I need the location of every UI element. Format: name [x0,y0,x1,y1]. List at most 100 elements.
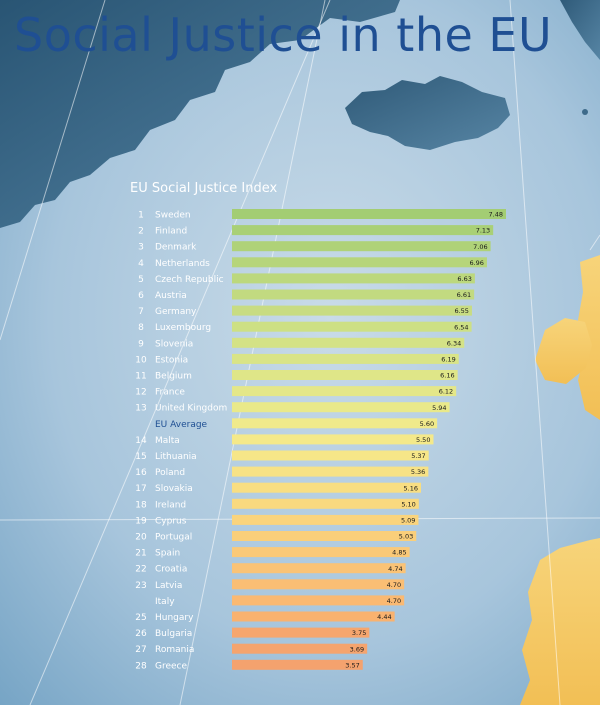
bar [232,595,405,606]
bar [232,466,429,477]
bar [232,257,487,268]
rank-label: 28 [135,661,147,671]
value-label: 3.57 [345,661,359,669]
bar [232,498,419,509]
bar [232,627,370,638]
value-label: 4.70 [387,581,401,589]
country-label: France [155,388,185,398]
chart-row: 3 Denmark 7.06 [138,241,491,253]
value-label: 6.63 [457,275,471,283]
rank-label: 23 [135,581,146,591]
rank-label: 12 [135,388,146,398]
country-label: Lithuania [155,452,197,462]
country-label: Ireland [155,500,186,510]
country-label: United Kingdom [155,404,227,414]
chart-row: 10 Estonia 6.19 [135,353,459,365]
chart-row: 17 Slovakia 5.16 [135,482,422,494]
value-label: 6.55 [454,307,468,315]
chart-row: 21 Spain 4.85 [135,547,410,559]
chart-row: 27 Romania 3.69 [135,643,368,655]
bar [232,370,458,380]
bar [232,514,419,525]
value-label: 6.19 [441,356,455,364]
chart-row: 4 Netherlands 6.96 [138,257,487,269]
chart-row: 16 Poland 5.36 [135,466,429,478]
value-label: 6.61 [457,291,471,299]
rank-label: 5 [138,275,144,285]
rank-label: 7 [138,307,144,317]
rank-label: 26 [135,629,147,639]
rank-label: 8 [138,323,144,333]
rank-label: 25 [135,613,146,623]
rank-label: 4 [138,259,144,269]
chart-row: 13 United Kingdom 5.94 [135,402,450,414]
country-label: Latvia [155,581,182,591]
bar [232,450,429,461]
rank-label: 13 [135,404,146,414]
bar [232,225,494,236]
country-label: Slovenia [155,339,193,349]
chart-row: 18 Ireland 5.10 [135,498,419,510]
value-label: 4.44 [377,613,391,621]
chart-row: 12 France 6.12 [135,386,457,398]
bar [232,353,459,364]
island [582,109,588,115]
country-label: Croatia [155,565,187,575]
bar [232,305,472,316]
scandinavia-landmass [560,0,600,60]
value-label: 4.70 [387,597,401,605]
chart-row: 28 Greece 3.57 [135,659,363,671]
bar [232,418,438,429]
bar [232,643,368,654]
bar [232,289,475,300]
rank-label: 22 [135,565,146,575]
country-label: Germany [155,307,197,317]
value-label: 6.54 [454,323,468,331]
rank-label: 9 [138,339,144,349]
rank-label: 17 [135,484,146,494]
chart-row: 6 Austria 6.61 [138,289,475,301]
chart-title: EU Social Justice Index [130,181,277,196]
rank-label: 10 [135,355,147,365]
bar [232,273,475,284]
bar [232,337,465,348]
bar [232,386,457,397]
country-label: Finland [155,227,187,237]
country-label: Estonia [155,355,188,365]
country-label: Romania [155,645,194,655]
chart-rows: 1 Sweden 7.48 2 Finland 7.13 3 Denmark 7.06 4 Neth… [135,209,506,671]
page-title: Social Justice in the EU [14,8,553,62]
value-label: 5.94 [432,404,446,412]
value-label: 5.09 [401,517,415,525]
rank-label: 11 [135,372,146,382]
country-label: Czech Republic [155,275,224,285]
country-label: Denmark [155,243,197,253]
country-label: EU Average [155,420,208,430]
value-label: 3.69 [350,645,364,653]
rank-label: 3 [138,243,144,253]
country-label: Slovakia [155,484,193,494]
chart-row: 20 Portugal 5.03 [135,531,417,543]
value-label: 7.06 [473,243,487,251]
rank-label: 2 [138,227,144,237]
bar [232,434,434,445]
value-label: 6.12 [439,388,453,396]
value-label: 5.50 [416,436,430,444]
iceland-landmass [345,76,510,150]
chart-row: 26 Bulgaria 3.75 [135,627,370,639]
rank-label: 27 [135,645,146,655]
bar [232,659,363,670]
value-label: 4.85 [392,549,406,557]
bar [232,579,405,590]
country-label: Luxembourg [155,323,211,333]
rank-label: 19 [135,516,147,526]
value-label: 6.34 [447,339,461,347]
country-label: Greece [155,661,187,671]
bar [232,321,472,332]
rank-label: 16 [135,468,147,478]
value-label: 5.37 [411,452,425,460]
chart-row: 14 Malta 5.50 [135,434,434,446]
bar [232,241,491,252]
